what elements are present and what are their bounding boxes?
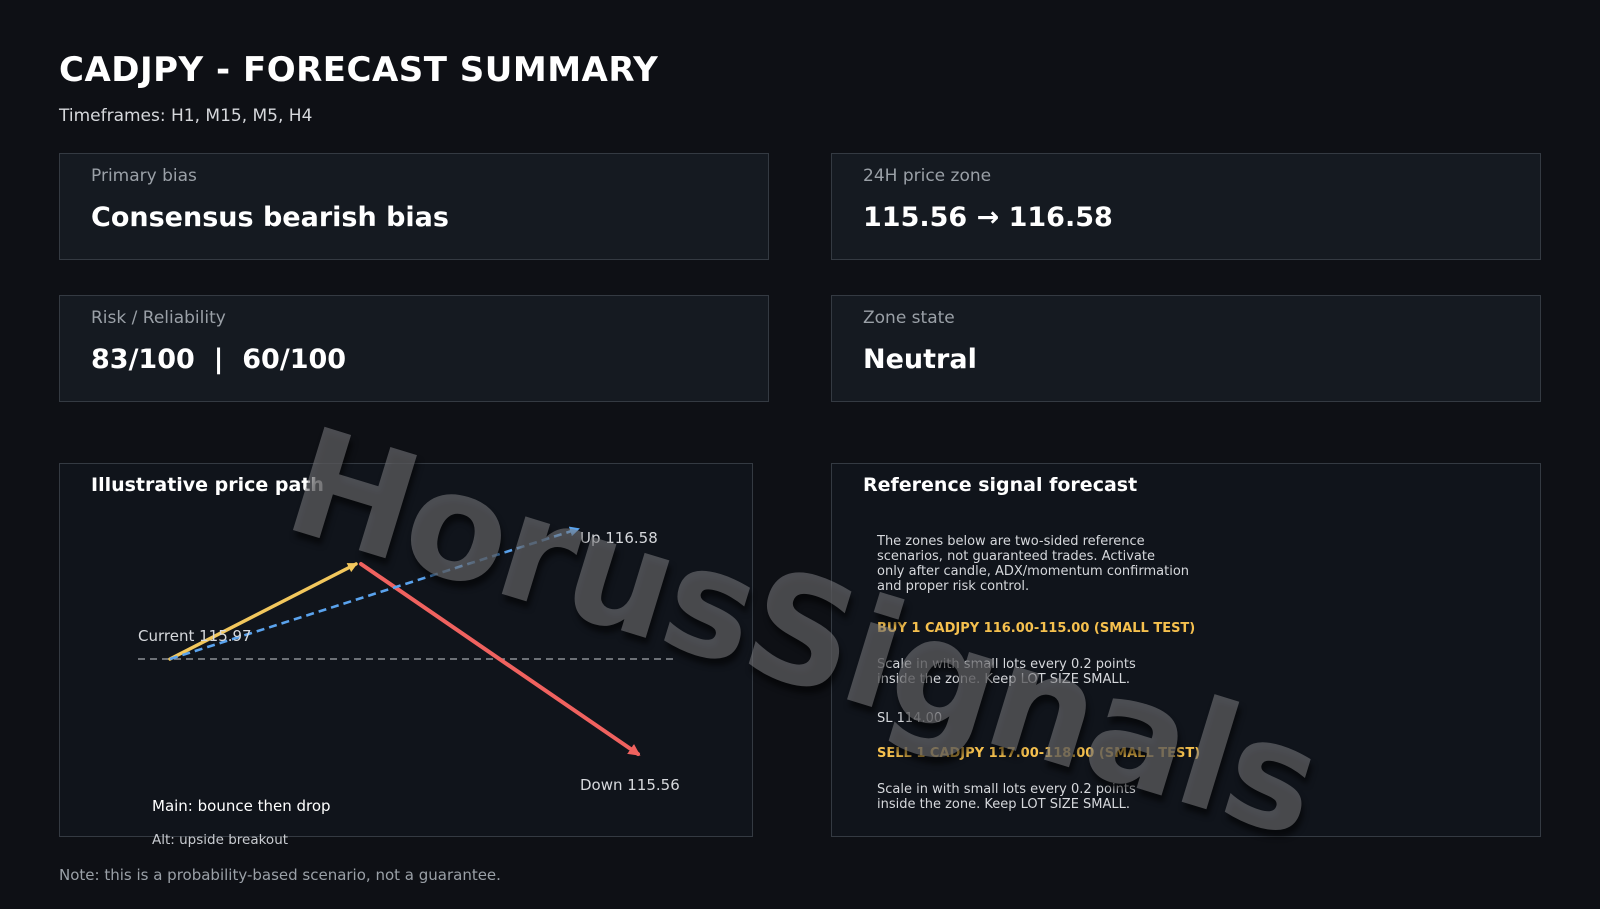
primary-bias-card: Primary bias Consensus bearish bias bbox=[59, 153, 769, 260]
up-target-label: Up 116.58 bbox=[580, 529, 658, 547]
price-zone-value: 115.56 → 116.58 bbox=[863, 202, 1113, 233]
risk-label: Risk / Reliability bbox=[91, 308, 226, 328]
main-down-arrow bbox=[359, 562, 641, 756]
alt-up-arrow bbox=[169, 526, 580, 661]
disclaimer-note: Note: this is a probability-based scenar… bbox=[59, 866, 501, 884]
signal-intro: The zones below are two-sided reference … bbox=[877, 534, 1190, 594]
buy-signal-body: Scale in with small lots every 0.2 point… bbox=[877, 657, 1136, 687]
legend-main: Main: bounce then drop bbox=[152, 797, 331, 815]
price-path-title: Illustrative price path bbox=[91, 474, 324, 496]
buy-signal-heading: BUY 1 CADJPY 116.00-115.00 (SMALL TEST) bbox=[877, 621, 1196, 636]
signal-forecast-title: Reference signal forecast bbox=[863, 474, 1138, 496]
page-title: CADJPY - FORECAST SUMMARY bbox=[59, 50, 659, 90]
zone-state-value: Neutral bbox=[863, 344, 977, 375]
zone-state-card: Zone state Neutral bbox=[831, 295, 1541, 402]
current-price-label: Current 115.97 bbox=[138, 627, 252, 645]
signal-forecast-panel: Reference signal forecast The zones belo… bbox=[831, 463, 1541, 837]
price-path-panel: Illustrative price path Current 115.97 U… bbox=[59, 463, 753, 848]
price-zone-label: 24H price zone bbox=[863, 166, 992, 186]
primary-bias-value: Consensus bearish bias bbox=[91, 202, 449, 233]
down-target-label: Down 115.56 bbox=[580, 776, 680, 794]
sell-signal-heading: SELL 1 CADJPY 117.00-118.00 (SMALL TEST) bbox=[877, 746, 1201, 761]
primary-bias-label: Primary bias bbox=[91, 166, 197, 186]
risk-value: 83/100 | 60/100 bbox=[91, 344, 347, 375]
main-up-arrow bbox=[168, 562, 358, 661]
legend-alt: Alt: upside breakout bbox=[152, 832, 289, 848]
price-zone-card: 24H price zone 115.56 → 116.58 bbox=[831, 153, 1541, 260]
stop-loss-text: SL 114.00 bbox=[877, 711, 943, 726]
price-path-chart bbox=[138, 526, 675, 756]
risk-card: Risk / Reliability 83/100 | 60/100 bbox=[59, 295, 769, 402]
timeframes-text: Timeframes: H1, M15, M5, H4 bbox=[59, 106, 313, 126]
zone-state-label: Zone state bbox=[863, 308, 955, 328]
sell-signal-body: Scale in with small lots every 0.2 point… bbox=[877, 782, 1136, 812]
